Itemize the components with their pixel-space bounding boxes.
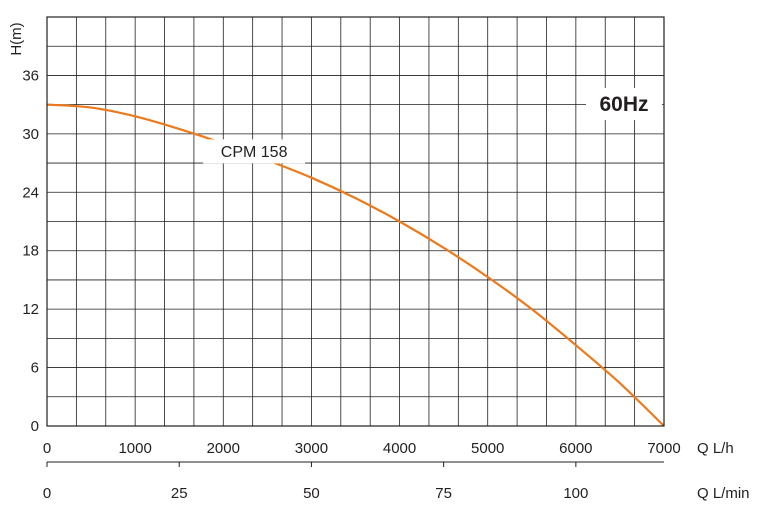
y-tick-label: 30 — [22, 126, 39, 143]
x-axis-ticks: 0 1000 2000 3000 4000 5000 6000 7000 — [43, 440, 681, 457]
x-axis-label: Q L/h — [697, 440, 734, 457]
frequency-badge-background — [586, 88, 662, 120]
x-tick-label: 4000 — [383, 440, 416, 457]
secondary-axis-tick-label: 50 — [303, 485, 320, 502]
x-tick-label: 1000 — [118, 440, 151, 457]
series-label: CPM 158 — [221, 144, 288, 161]
y-tick-label: 0 — [31, 418, 39, 435]
secondary-axis-tick-label: 100 — [563, 485, 588, 502]
plot-border — [46, 16, 665, 427]
secondary-axis-tick-label: 75 — [435, 485, 452, 502]
x-tick-label: 2000 — [207, 440, 240, 457]
series-label-background — [203, 139, 306, 164]
y-tick-label: 6 — [31, 360, 39, 377]
y-tick-label: 24 — [22, 184, 39, 201]
y-tick-label: 12 — [22, 301, 39, 318]
series-line — [46, 103, 665, 427]
plot-frame — [46, 16, 665, 427]
frequency-badge: 60Hz — [599, 93, 648, 116]
secondary-axis-tick-label: 25 — [171, 485, 188, 502]
grid — [47, 17, 664, 426]
x-tick-label: 7000 — [647, 440, 680, 457]
x-tick-label: 5000 — [471, 440, 504, 457]
series-layer: CPM 158 — [46, 103, 665, 427]
x-tick-label: 0 — [43, 440, 51, 457]
x-tick-label: 6000 — [559, 440, 592, 457]
y-tick-label: 18 — [22, 243, 39, 260]
secondary-axis-tick-label: 0 — [43, 485, 51, 502]
x-tick-label: 3000 — [295, 440, 328, 457]
y-tick-label: 36 — [22, 67, 39, 84]
y-axis-ticks: 0 6 12 18 24 30 36 — [22, 67, 39, 435]
y-axis-label: H(m) — [8, 22, 25, 55]
secondary-x-axis-label: Q L/min — [697, 485, 750, 502]
secondary-x-axis: 0 25 50 75 100 — [43, 461, 664, 502]
